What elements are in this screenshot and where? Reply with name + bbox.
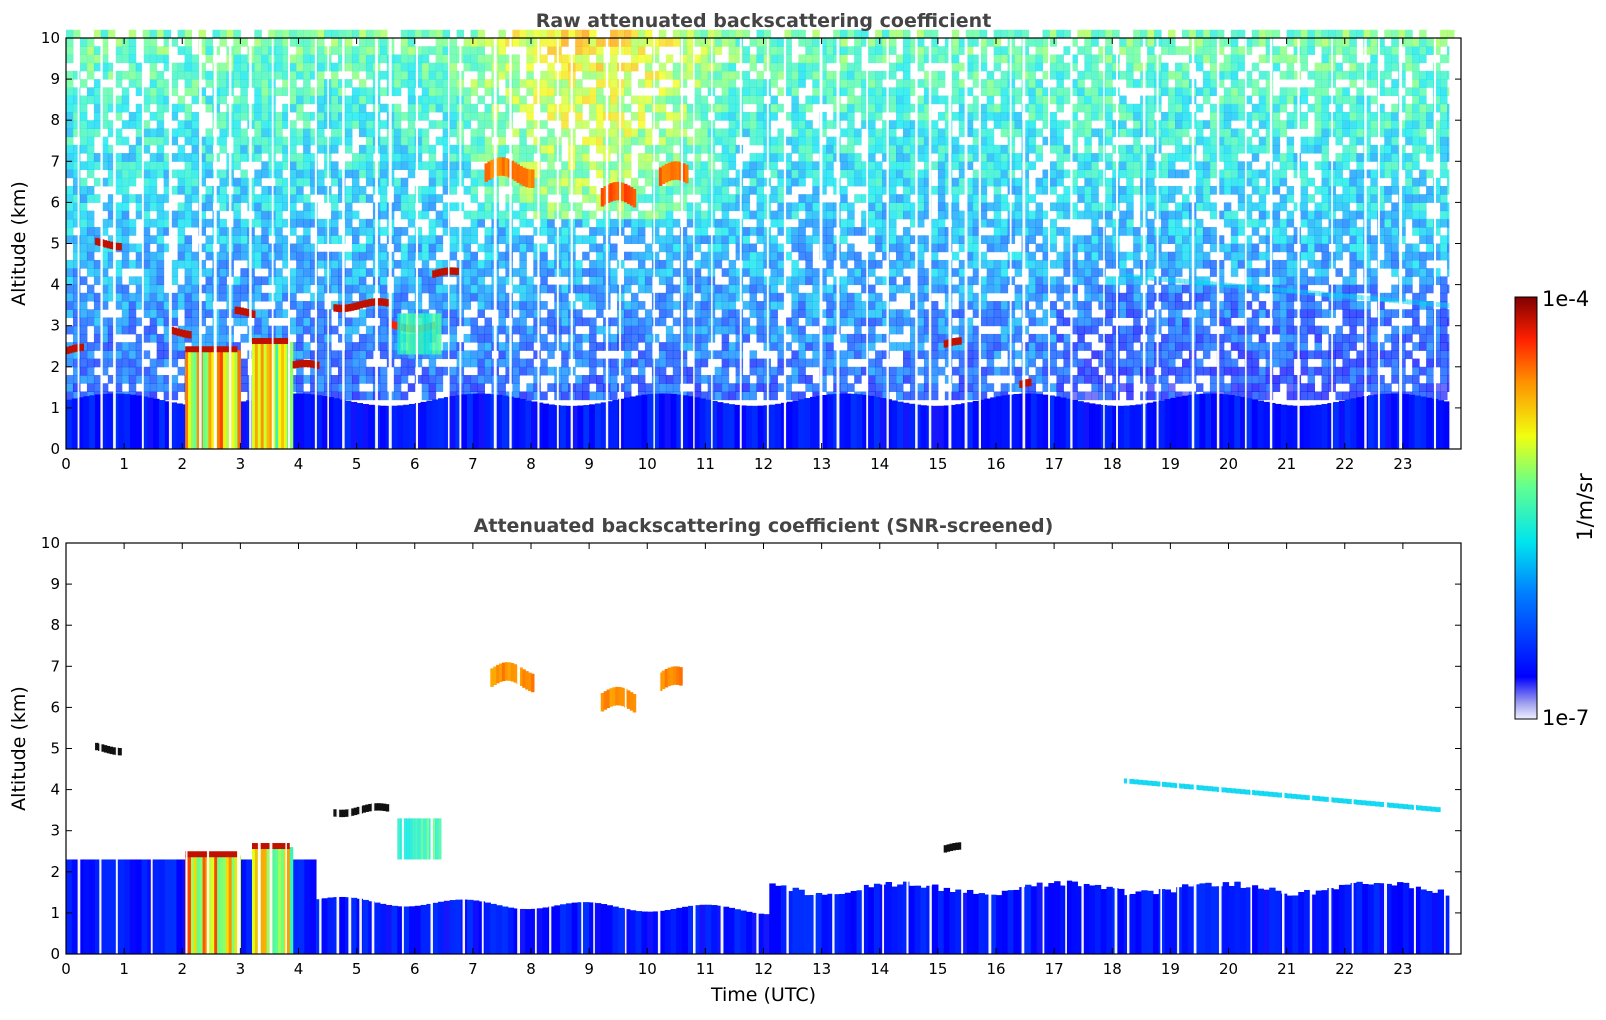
x-tick-label: 3 bbox=[236, 960, 246, 978]
x-tick-label: 13 bbox=[812, 960, 831, 978]
x-tick-label: 1 bbox=[119, 455, 129, 473]
y-tick-label: 0 bbox=[50, 440, 60, 458]
backscatter-field bbox=[66, 29, 1461, 449]
y-tick-label: 8 bbox=[50, 111, 60, 129]
y-tick-label: 1 bbox=[50, 399, 60, 417]
y-tick-label: 2 bbox=[50, 358, 60, 376]
y-tick-label: 1 bbox=[50, 904, 60, 922]
y-tick-label: 9 bbox=[50, 70, 60, 88]
x-tick-label: 22 bbox=[1335, 455, 1354, 473]
x-tick-label: 23 bbox=[1393, 455, 1412, 473]
y-tick-label: 3 bbox=[50, 317, 60, 335]
colorbar-scale bbox=[1514, 296, 1538, 720]
y-axis-label: Altitude (km) bbox=[8, 686, 30, 811]
x-tick-label: 9 bbox=[584, 960, 594, 978]
colorbar: 1e-4 1e-7 1/m/sr bbox=[1514, 287, 1597, 730]
y-tick-label: 7 bbox=[50, 657, 60, 675]
x-tick-label: 7 bbox=[468, 455, 478, 473]
y-tick-label: 2 bbox=[50, 863, 60, 881]
x-tick-label: 18 bbox=[1103, 960, 1122, 978]
y-tick-label: 8 bbox=[50, 616, 60, 634]
x-tick-label: 21 bbox=[1277, 455, 1296, 473]
x-tick-label: 3 bbox=[236, 455, 246, 473]
x-tick-label: 8 bbox=[526, 455, 536, 473]
colorbar-unit-label: 1/m/sr bbox=[1573, 473, 1597, 541]
x-tick-label: 9 bbox=[584, 455, 594, 473]
x-tick-label: 6 bbox=[410, 455, 420, 473]
x-tick-label: 16 bbox=[986, 455, 1005, 473]
x-axis-label: Time (UTC) bbox=[710, 984, 816, 1006]
x-tick-label: 12 bbox=[754, 960, 773, 978]
x-tick-label: 19 bbox=[1161, 455, 1180, 473]
y-tick-label: 10 bbox=[41, 534, 60, 552]
y-tick-label: 3 bbox=[50, 822, 60, 840]
y-tick-label: 5 bbox=[50, 235, 60, 253]
x-tick-label: 17 bbox=[1045, 455, 1064, 473]
y-tick-label: 10 bbox=[41, 29, 60, 47]
y-axis-label: Altitude (km) bbox=[8, 181, 30, 306]
y-tick-label: 4 bbox=[50, 276, 60, 294]
x-tick-label: 0 bbox=[61, 960, 71, 978]
x-tick-label: 22 bbox=[1335, 960, 1354, 978]
x-tick-label: 20 bbox=[1219, 960, 1238, 978]
y-tick-label: 6 bbox=[50, 698, 60, 716]
colorbar-max-label: 1e-4 bbox=[1542, 287, 1589, 311]
x-tick-label: 17 bbox=[1045, 960, 1064, 978]
x-tick-label: 8 bbox=[526, 960, 536, 978]
x-tick-label: 1 bbox=[119, 960, 129, 978]
x-tick-label: 5 bbox=[352, 960, 362, 978]
y-tick-label: 9 bbox=[50, 575, 60, 593]
x-tick-label: 21 bbox=[1277, 960, 1296, 978]
x-tick-label: 11 bbox=[696, 455, 715, 473]
y-tick-label: 5 bbox=[50, 740, 60, 758]
y-tick-label: 4 bbox=[50, 781, 60, 799]
x-tick-label: 12 bbox=[754, 455, 773, 473]
x-tick-label: 14 bbox=[870, 455, 889, 473]
y-tick-label: 6 bbox=[50, 193, 60, 211]
y-tick-label: 0 bbox=[50, 945, 60, 963]
x-tick-label: 2 bbox=[177, 455, 187, 473]
panel-title: Raw attenuated backscattering coefficien… bbox=[536, 10, 992, 32]
x-tick-label: 0 bbox=[61, 455, 71, 473]
panel-title: Attenuated backscattering coefficient (S… bbox=[474, 515, 1054, 537]
panel-2: 0 1 2 3 4 5 6 7 8 9 10 11 12 13 14 15 16 17 18 19 20 21 22 2301… bbox=[8, 515, 1462, 1006]
x-tick-label: 4 bbox=[294, 960, 304, 978]
colorbar-min-label: 1e-7 bbox=[1542, 706, 1589, 730]
x-tick-label: 10 bbox=[638, 960, 657, 978]
panel-1: 0 1 2 3 4 5 6 7 8 9 10 11 12 13 14 15 16 17 18 19 20 21 22 2301… bbox=[8, 10, 1462, 473]
x-tick-label: 13 bbox=[812, 455, 831, 473]
x-tick-label: 14 bbox=[870, 960, 889, 978]
x-tick-label: 16 bbox=[986, 960, 1005, 978]
x-tick-label: 15 bbox=[928, 455, 947, 473]
x-tick-label: 11 bbox=[696, 960, 715, 978]
x-tick-label: 6 bbox=[410, 960, 420, 978]
x-tick-label: 20 bbox=[1219, 455, 1238, 473]
x-tick-label: 7 bbox=[468, 960, 478, 978]
x-tick-label: 18 bbox=[1103, 455, 1122, 473]
x-tick-label: 10 bbox=[638, 455, 657, 473]
x-tick-label: 4 bbox=[294, 455, 304, 473]
x-tick-label: 15 bbox=[928, 960, 947, 978]
x-tick-label: 2 bbox=[177, 960, 187, 978]
x-tick-label: 23 bbox=[1393, 960, 1412, 978]
x-tick-label: 5 bbox=[352, 455, 362, 473]
x-tick-label: 19 bbox=[1161, 960, 1180, 978]
y-tick-label: 7 bbox=[50, 152, 60, 170]
